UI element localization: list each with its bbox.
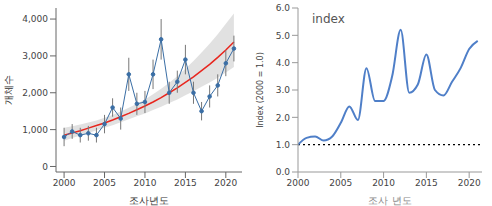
svg-text:2.0: 2.0 <box>276 113 291 123</box>
svg-text:2020: 2020 <box>458 178 481 188</box>
svg-text:2000: 2000 <box>287 178 310 188</box>
svg-text:Index (2000 = 1.0): Index (2000 = 1.0) <box>256 52 265 128</box>
svg-text:2015: 2015 <box>174 178 197 188</box>
svg-text:1,000: 1,000 <box>22 125 48 135</box>
svg-text:2000: 2000 <box>53 178 76 188</box>
svg-text:2015: 2015 <box>415 178 438 188</box>
svg-text:2,000: 2,000 <box>22 88 48 98</box>
svg-text:3,000: 3,000 <box>22 51 48 61</box>
svg-text:1.0: 1.0 <box>276 140 291 150</box>
svg-text:4.0: 4.0 <box>276 58 291 68</box>
svg-text:2010: 2010 <box>134 178 157 188</box>
svg-text:0: 0 <box>42 162 48 172</box>
svg-text:2005: 2005 <box>329 178 352 188</box>
svg-text:6.0: 6.0 <box>276 3 291 13</box>
svg-text:4,000: 4,000 <box>22 14 48 24</box>
svg-text:5.0: 5.0 <box>276 31 291 41</box>
svg-text:조사년도: 조사년도 <box>129 195 169 206</box>
svg-text:조사 년도: 조사 년도 <box>368 195 411 206</box>
html-text:index: index <box>312 12 345 26</box>
svg-text:0.0: 0.0 <box>276 167 291 177</box>
svg-text:2010: 2010 <box>372 178 395 188</box>
svg-text:3.0: 3.0 <box>276 85 291 95</box>
svg-text:2020: 2020 <box>214 178 237 188</box>
svg-text:개체수: 개체수 <box>8 75 14 105</box>
svg-text:2005: 2005 <box>93 178 116 188</box>
